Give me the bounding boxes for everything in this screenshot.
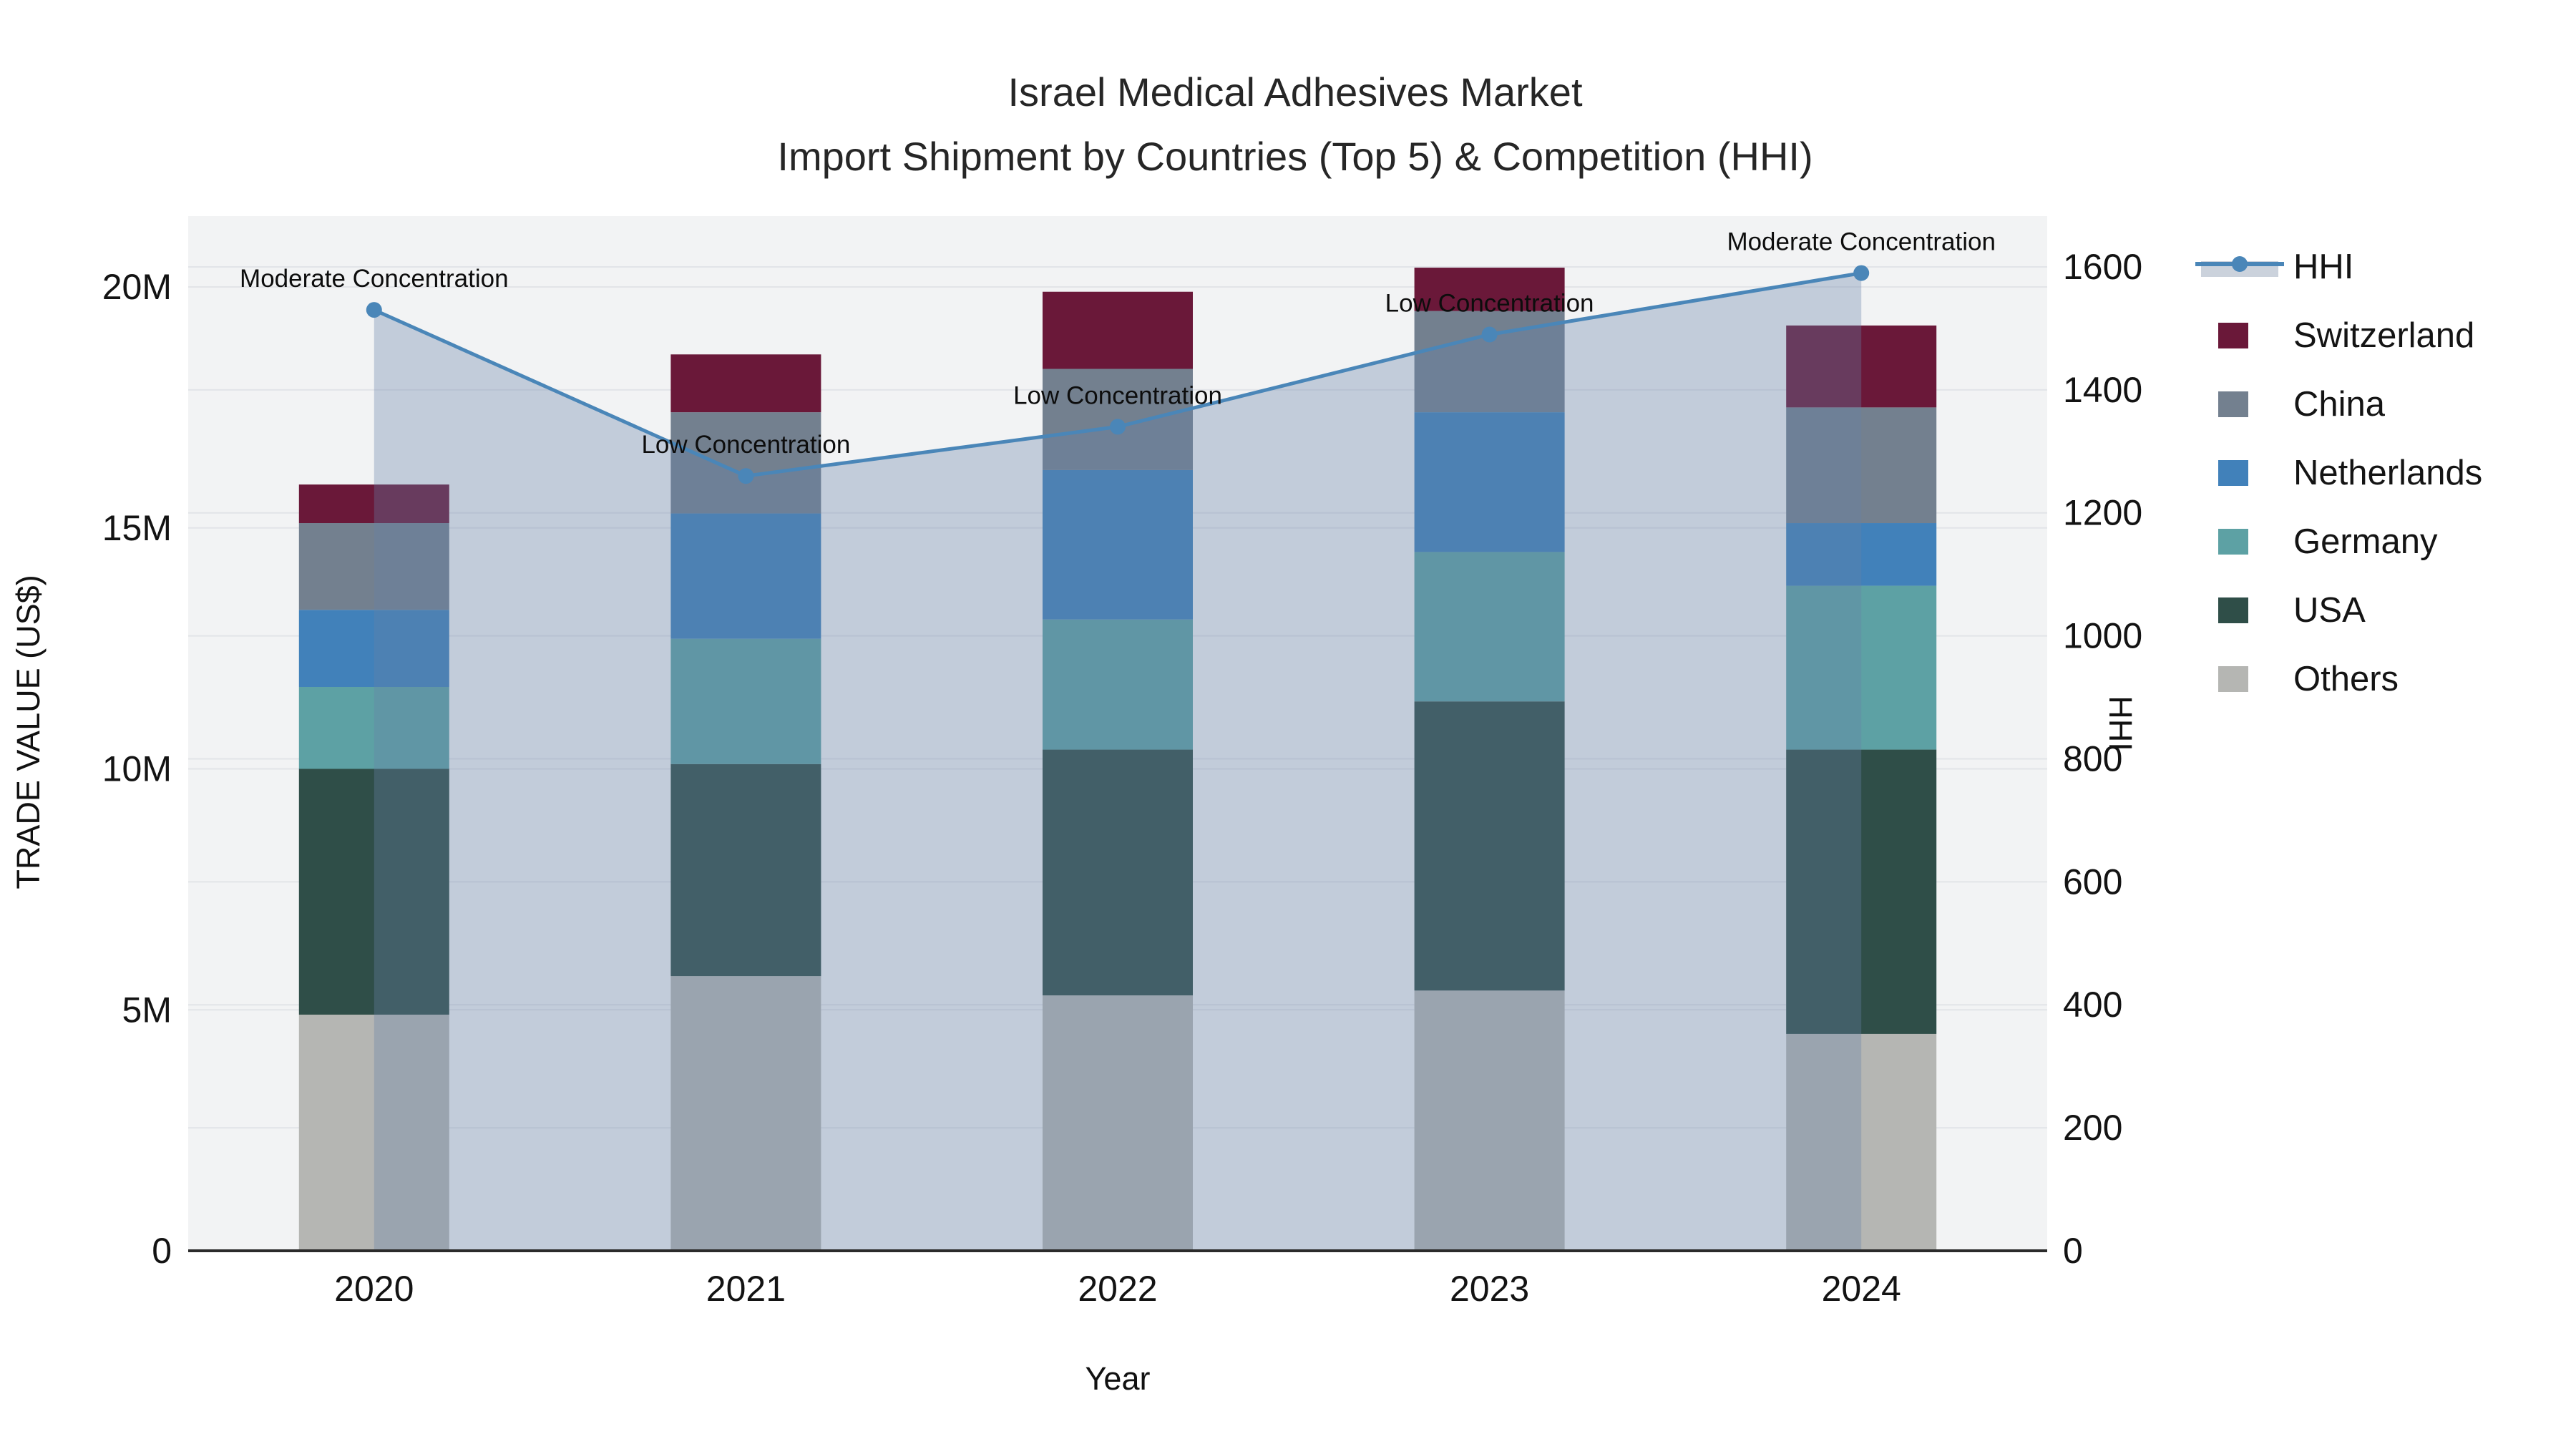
legend-swatch-usa [2218, 597, 2248, 623]
y-right-tick: 1600 [2063, 247, 2142, 287]
hhi-marker-2024 [1853, 265, 1870, 281]
y-left-tick: 20M [102, 267, 172, 307]
legend-swatch-switzerland [2218, 323, 2248, 348]
legend-label: Others [2293, 660, 2399, 698]
bar-segment-switzerland-2020 [298, 484, 449, 524]
y-right-tick: 800 [2063, 738, 2122, 779]
legend-label: USA [2293, 591, 2366, 630]
hhi-marker-2020 [366, 302, 382, 318]
y-right-tick: 1200 [2063, 493, 2142, 533]
x-tick: 2021 [706, 1269, 786, 1309]
x-tick: 2024 [1822, 1269, 1901, 1309]
legend-item-hhi[interactable]: HHI [2190, 242, 2576, 292]
legend-item-usa[interactable]: USA [2190, 585, 2576, 635]
legend-swatch-others [2218, 666, 2248, 692]
bar-segment-others-2020 [298, 1014, 449, 1251]
chart-title-line2: Import Shipment by Countries (Top 5) & C… [777, 134, 1813, 179]
bar-segment-others-2023 [1414, 990, 1565, 1251]
bar-segment-netherlands-2021 [670, 513, 821, 639]
x-axis-title: Year [1085, 1360, 1151, 1397]
legend-label: China [2293, 385, 2386, 424]
y-left-axis-title: TRADE VALUE (US$) [10, 575, 47, 889]
bar-segment-netherlands-2024 [1786, 523, 1937, 586]
bar-segment-usa-2022 [1043, 749, 1193, 996]
y-right-tick: 600 [2063, 862, 2122, 902]
bar-segment-usa-2024 [1786, 749, 1937, 1034]
bar-segment-switzerland-2022 [1043, 291, 1193, 369]
bar-segment-germany-2023 [1414, 552, 1565, 702]
bar-segment-germany-2024 [1786, 585, 1937, 750]
bar-segment-netherlands-2022 [1043, 469, 1193, 620]
annotation-2020: Moderate Concentration [240, 265, 509, 293]
stacked-bars [298, 268, 1937, 1251]
y-right-tick: 0 [2063, 1231, 2083, 1271]
bar-segment-switzerland-2023 [1414, 268, 1565, 311]
bar-segment-netherlands-2023 [1414, 412, 1565, 552]
x-tick: 2020 [334, 1269, 414, 1309]
bar-segment-usa-2021 [670, 763, 821, 977]
bar-segment-usa-2020 [298, 769, 449, 1015]
y-right-axis-title: HHI [2102, 696, 2139, 751]
legend-label: HHI [2293, 248, 2354, 286]
legend: HHI Switzerland China Netherlands Germany USA… [2190, 0, 2576, 730]
bar-segment-switzerland-2024 [1786, 325, 1937, 408]
annotation-2021: Low Concentration [641, 431, 850, 459]
y-left-tick: 15M [102, 508, 172, 548]
x-tick: 2022 [1078, 1269, 1157, 1309]
bar-segment-germany-2022 [1043, 619, 1193, 750]
y-right-tick: 200 [2063, 1108, 2122, 1148]
y-right-tick: 1000 [2063, 616, 2142, 656]
bar-segment-netherlands-2020 [298, 610, 449, 688]
bar-segment-usa-2023 [1414, 701, 1565, 991]
legend-swatch-germany [2218, 529, 2248, 555]
legend-swatch-china [2218, 391, 2248, 417]
bar-segment-china-2020 [298, 523, 449, 610]
annotation-2023: Low Concentration [1385, 290, 1594, 318]
legend-label: Netherlands [2293, 454, 2483, 492]
legend-item-germany[interactable]: Germany [2190, 517, 2576, 567]
hhi-marker-2022 [1110, 419, 1126, 435]
hhi-marker-2021 [738, 468, 754, 484]
x-tick: 2023 [1450, 1269, 1529, 1309]
y-right-tick: 400 [2063, 985, 2122, 1025]
bar-segment-germany-2020 [298, 687, 449, 769]
bar-segment-germany-2021 [670, 638, 821, 764]
legend-label: Switzerland [2293, 316, 2475, 355]
tick-labels: 0 5M 10M 15M 20M 0 200 400 600 800 1000 1200 1400 160… [102, 247, 2143, 1309]
legend-hhi-line-icon [2195, 254, 2284, 280]
hhi-area-fill [374, 273, 1862, 1252]
bar-segment-switzerland-2021 [670, 354, 821, 413]
bar-segment-others-2024 [1786, 1033, 1937, 1251]
bar-segment-china-2024 [1786, 407, 1937, 524]
hhi-marker-2023 [1481, 326, 1498, 343]
legend-label: Germany [2293, 522, 2438, 561]
legend-item-china[interactable]: China [2190, 379, 2576, 429]
legend-item-switzerland[interactable]: Switzerland [2190, 311, 2576, 361]
y-left-tick: 10M [102, 749, 172, 789]
annotation-2022: Low Concentration [1013, 381, 1222, 409]
legend-item-netherlands[interactable]: Netherlands [2190, 448, 2576, 498]
y-left-tick: 5M [122, 990, 172, 1030]
bar-segment-others-2021 [670, 976, 821, 1251]
bar-segment-china-2021 [670, 412, 821, 514]
legend-swatch-netherlands [2218, 460, 2248, 486]
bar-segment-others-2022 [1043, 995, 1193, 1251]
annotation-2024: Moderate Concentration [1727, 228, 1996, 256]
legend-item-others[interactable]: Others [2190, 654, 2576, 704]
y-right-tick: 1400 [2063, 370, 2142, 410]
chart-title-line1: Israel Medical Adhesives Market [1008, 69, 1583, 114]
y-left-tick: 0 [152, 1231, 172, 1271]
